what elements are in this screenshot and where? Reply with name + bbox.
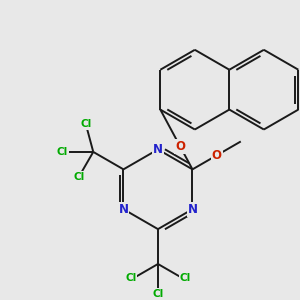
Text: Cl: Cl <box>125 273 136 283</box>
Text: Cl: Cl <box>179 273 191 283</box>
Text: N: N <box>153 143 163 156</box>
Text: Cl: Cl <box>80 119 92 129</box>
Text: N: N <box>118 203 128 216</box>
Text: N: N <box>188 203 197 216</box>
Text: O: O <box>175 140 185 153</box>
Text: Cl: Cl <box>57 147 68 157</box>
Text: Cl: Cl <box>74 172 85 182</box>
Text: Cl: Cl <box>152 289 164 299</box>
Text: O: O <box>212 149 222 162</box>
